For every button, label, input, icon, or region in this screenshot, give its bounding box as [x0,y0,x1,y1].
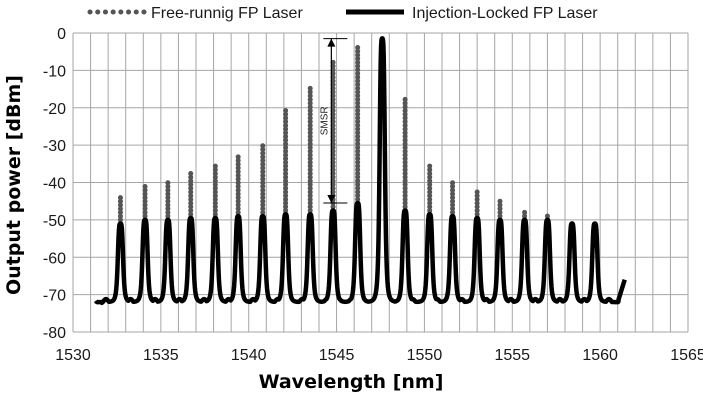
x-tick-label: 1560 [582,347,618,364]
y-tick-labels: 0 -10 -20 -30 -40 -50 -60 -70 -80 [43,26,66,342]
injection-locked-line [93,36,627,306]
x-tick-label: 1530 [55,347,91,364]
x-axis-title: Wavelength [nm] [259,371,444,393]
y-axis-title: Output power [dBm] [3,75,25,295]
x-tick-label: 1545 [319,347,355,364]
x-tick-label: 1540 [231,347,267,364]
y-tick-label: -30 [43,138,66,155]
y-tick-label: -10 [43,63,66,80]
annotations: SMSR [319,38,348,204]
free-running-series [117,34,598,230]
x-tick-label: 1565 [670,347,703,364]
x-tick-labels: 1530 1535 1540 1545 1550 1555 1560 1565 [55,347,703,364]
y-tick-label: 0 [57,26,66,43]
smsr-label: SMSR [319,106,330,135]
legend: Free-runnig FP Laser Injection-Locked FP… [87,5,598,22]
y-tick-label: -80 [43,325,66,342]
y-tick-label: -70 [43,288,66,305]
legend-label-injection-locked: Injection-Locked FP Laser [412,5,598,22]
smsr-arrowhead-bottom [327,195,336,204]
injection-locked-series [93,36,627,306]
y-tick-label: -50 [43,213,66,230]
x-tick-label: 1535 [143,347,179,364]
legend-label-free-running: Free-runnig FP Laser [151,5,303,22]
x-tick-label: 1550 [407,347,443,364]
x-tick-label: 1555 [494,347,530,364]
y-tick-label: -40 [43,176,66,193]
y-tick-label: -60 [43,250,66,267]
y-tick-label: -20 [43,101,66,118]
smsr-arrowhead-top [327,38,336,47]
